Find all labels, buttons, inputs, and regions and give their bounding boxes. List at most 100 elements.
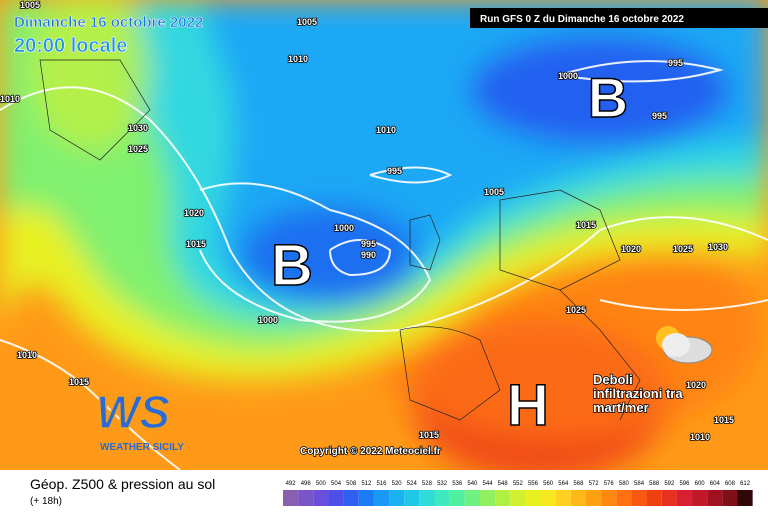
scale-label: 600: [695, 481, 706, 487]
isobar-label: 1010: [376, 125, 396, 135]
isobar-label: 1025: [673, 244, 693, 254]
scale-label: 520: [392, 481, 403, 487]
isobar-label: 1010: [0, 94, 20, 104]
copyright: Copyright © 2022 Meteociel.fr: [300, 446, 441, 457]
isobar-label: 1000: [258, 315, 278, 325]
scale-cell: [464, 490, 480, 506]
scale-label: 528: [422, 481, 433, 487]
isobar-label: 1015: [714, 415, 734, 425]
scale-label: 560: [543, 481, 554, 487]
scale-cell: [389, 490, 405, 506]
isobar-label: 1020: [621, 244, 641, 254]
cloud-icon: [656, 326, 713, 364]
scale-cell: [373, 490, 390, 506]
scale-label: 516: [376, 481, 387, 487]
scale-label: 544: [483, 481, 494, 487]
scale-label: 552: [513, 481, 524, 487]
scale-cell: [525, 490, 541, 506]
isobar-label: 1005: [297, 17, 317, 27]
scale-label: 584: [634, 481, 645, 487]
scale-label: 572: [589, 481, 600, 487]
scale-label: 604: [710, 481, 721, 487]
scale-cell: [586, 490, 602, 506]
isobar-label: 1015: [186, 239, 206, 249]
isobar-label: 1030: [128, 123, 148, 133]
scale-label: 512: [361, 481, 372, 487]
scale-cell: [358, 490, 374, 506]
scale-label: 588: [649, 481, 660, 487]
isobar-label: 1015: [419, 430, 439, 440]
scale-label: 576: [604, 481, 615, 487]
scale-label: 504: [331, 481, 342, 487]
scale-label: 492: [286, 481, 297, 487]
isobar-label: 995: [387, 166, 402, 176]
scale-label: 556: [528, 481, 539, 487]
isobar-label: 1005: [484, 187, 504, 197]
scale-label: 548: [498, 481, 509, 487]
run-box: [470, 8, 768, 28]
isobar-label: 1010: [17, 350, 37, 360]
pressure-center: B: [588, 66, 628, 129]
scale-label: 596: [679, 481, 690, 487]
isobar-label: 1000: [558, 71, 578, 81]
scale-cell: [479, 490, 496, 506]
scale-cell: [343, 490, 359, 506]
legend-title: Géop. Z500 & pression au sol: [30, 476, 215, 492]
scale-cell: [419, 490, 435, 506]
scale-label: 612: [740, 481, 751, 487]
scale-label: 580: [619, 481, 630, 487]
date: Dimanche 16 octobre 2022: [14, 14, 203, 31]
scale-cell: [601, 490, 617, 506]
scale-label: 568: [573, 481, 584, 487]
scale-cell: [570, 490, 586, 506]
annotation: Deboli infiltrazioni tra mart/mer: [593, 372, 683, 415]
scale-cell: [449, 490, 465, 506]
isobar-label: 1020: [686, 380, 706, 390]
scale-cell: [283, 490, 299, 506]
pressure-center: H: [507, 373, 549, 438]
isobar-label: 1000: [334, 223, 354, 233]
scale-cell: [328, 490, 344, 506]
scale-cell: [661, 490, 677, 506]
scale-label: 540: [467, 481, 478, 487]
logo-initials: WS: [96, 386, 170, 438]
scale-cell: [298, 490, 314, 506]
local-time: 20:00 locale: [14, 35, 127, 57]
isobar-label: 1020: [184, 208, 204, 218]
scale-label: 508: [346, 481, 357, 487]
scale-label: 536: [452, 481, 463, 487]
scale-cell: [722, 490, 738, 506]
scale-cell: [646, 490, 662, 506]
scale-cell: [495, 490, 511, 506]
scale-cell: [540, 490, 556, 506]
scale-label: 524: [407, 481, 418, 487]
scale-cell: [676, 490, 693, 506]
scale-cell: [737, 490, 753, 506]
scale-label: 564: [558, 481, 569, 487]
scale-cell: [631, 490, 647, 506]
isobar-label: 1010: [288, 54, 308, 64]
isobar-label: 1030: [708, 242, 728, 252]
isobar-label: 990: [361, 250, 376, 260]
isobar-label: 1015: [69, 377, 89, 387]
logo-name: WEATHER SICILY: [100, 442, 184, 453]
isobar-label: 1010: [690, 432, 710, 442]
scale-label: 500: [316, 481, 327, 487]
scale-cell: [510, 490, 526, 506]
scale-cell: [404, 490, 420, 506]
isobar-label: 995: [361, 239, 376, 249]
scale-cell: [555, 490, 571, 506]
scale-cell: [616, 490, 632, 506]
scale-label: 592: [664, 481, 675, 487]
scale-label: 496: [301, 481, 312, 487]
isobar-label: 1025: [128, 144, 148, 154]
isobar-label: 1015: [576, 220, 596, 230]
scale-cell: [692, 490, 708, 506]
scale-label: 608: [725, 481, 736, 487]
legend-subtitle: (+ 18h): [30, 496, 62, 507]
isobar-label: 1025: [566, 305, 586, 315]
run-info: Run GFS 0 Z du Dimanche 16 octobre 2022: [480, 14, 684, 25]
pressure-center: B: [271, 233, 313, 298]
isobar-label: 995: [652, 111, 667, 121]
